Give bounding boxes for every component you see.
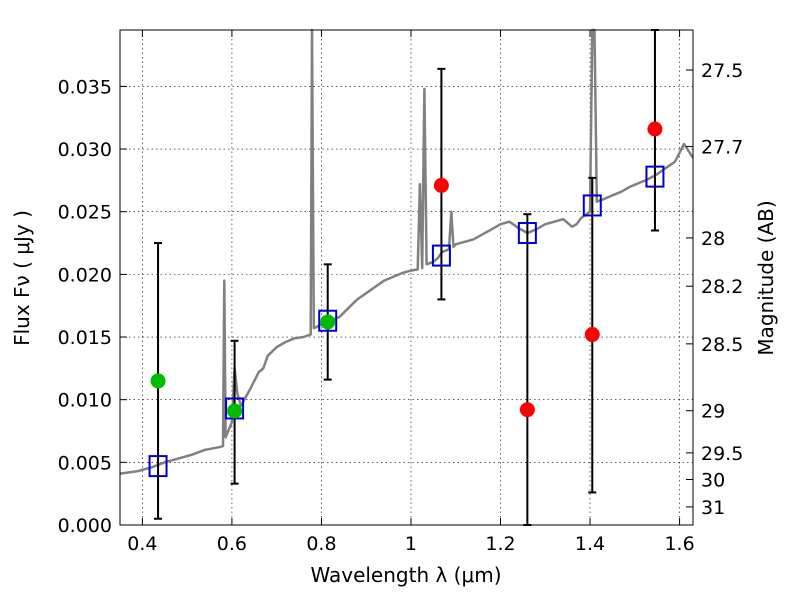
x-tick-label: 0.8	[306, 533, 336, 555]
nondetection-point	[647, 121, 663, 137]
y-tick-label: 0.000	[58, 515, 112, 537]
detection-point	[320, 314, 336, 330]
magnitude-tick-label: 31	[701, 497, 725, 519]
magnitude-axis-label: Magnitude (AB)	[754, 200, 778, 355]
y-tick-label: 0.020	[58, 264, 112, 286]
model-photometry-square	[148, 455, 168, 478]
nondetection-point	[584, 327, 600, 343]
x-tick-label: 1.4	[575, 533, 605, 555]
y-tick-label: 0.035	[58, 76, 112, 98]
y-tick-label: 0.005	[58, 452, 112, 474]
y-tick-label: 0.015	[58, 327, 112, 349]
nondetection-point	[433, 177, 449, 193]
detection-point	[150, 373, 166, 389]
model-photometry-square	[517, 222, 537, 245]
x-tick-label: 1.2	[485, 533, 515, 555]
plot-background	[120, 30, 693, 525]
x-axis-ticks: 0.4 0.6 0.8 1 1.2 1.4 1.6	[127, 30, 695, 555]
magnitude-tick-label: 30	[701, 470, 725, 492]
model-photometry-square	[582, 194, 602, 217]
magnitude-tick-label: 28.2	[701, 276, 743, 298]
magnitude-axis-ticks: 27.5 27.7 28 28.2 28.5 29 29.5 30 31	[686, 60, 743, 519]
grid	[120, 30, 693, 525]
y-tick-label: 0.025	[58, 202, 112, 224]
magnitude-tick-label: 27.7	[701, 137, 743, 159]
model-photometry-square	[645, 165, 665, 188]
magnitude-tick-label: 27.5	[701, 60, 743, 82]
model-photometry-square	[431, 244, 451, 267]
magnitude-tick-label: 29.5	[701, 443, 743, 465]
detection-point	[227, 403, 243, 419]
y-axis-ticks: 0.000 0.005 0.010 0.015 0.020 0.025 0.030 0.035	[58, 76, 127, 537]
x-tick-label: 0.4	[127, 533, 157, 555]
points-group	[148, 121, 665, 478]
nondetection-point	[519, 402, 535, 418]
y-axis-label: Flux Fν ( μJy )	[10, 210, 34, 346]
y-tick-label: 0.010	[58, 390, 112, 412]
x-axis-label: Wavelength λ (μm)	[310, 563, 501, 587]
magnitude-tick-label: 28	[701, 228, 725, 250]
magnitude-tick-label: 29	[701, 401, 725, 423]
y-tick-label: 0.030	[58, 139, 112, 161]
plot-frame	[119, 29, 694, 526]
x-tick-label: 1	[405, 533, 417, 555]
x-tick-label: 1.6	[664, 533, 694, 555]
x-tick-label: 0.6	[217, 533, 247, 555]
model-photometry-square	[318, 309, 338, 332]
magnitude-tick-label: 28.5	[701, 334, 743, 356]
